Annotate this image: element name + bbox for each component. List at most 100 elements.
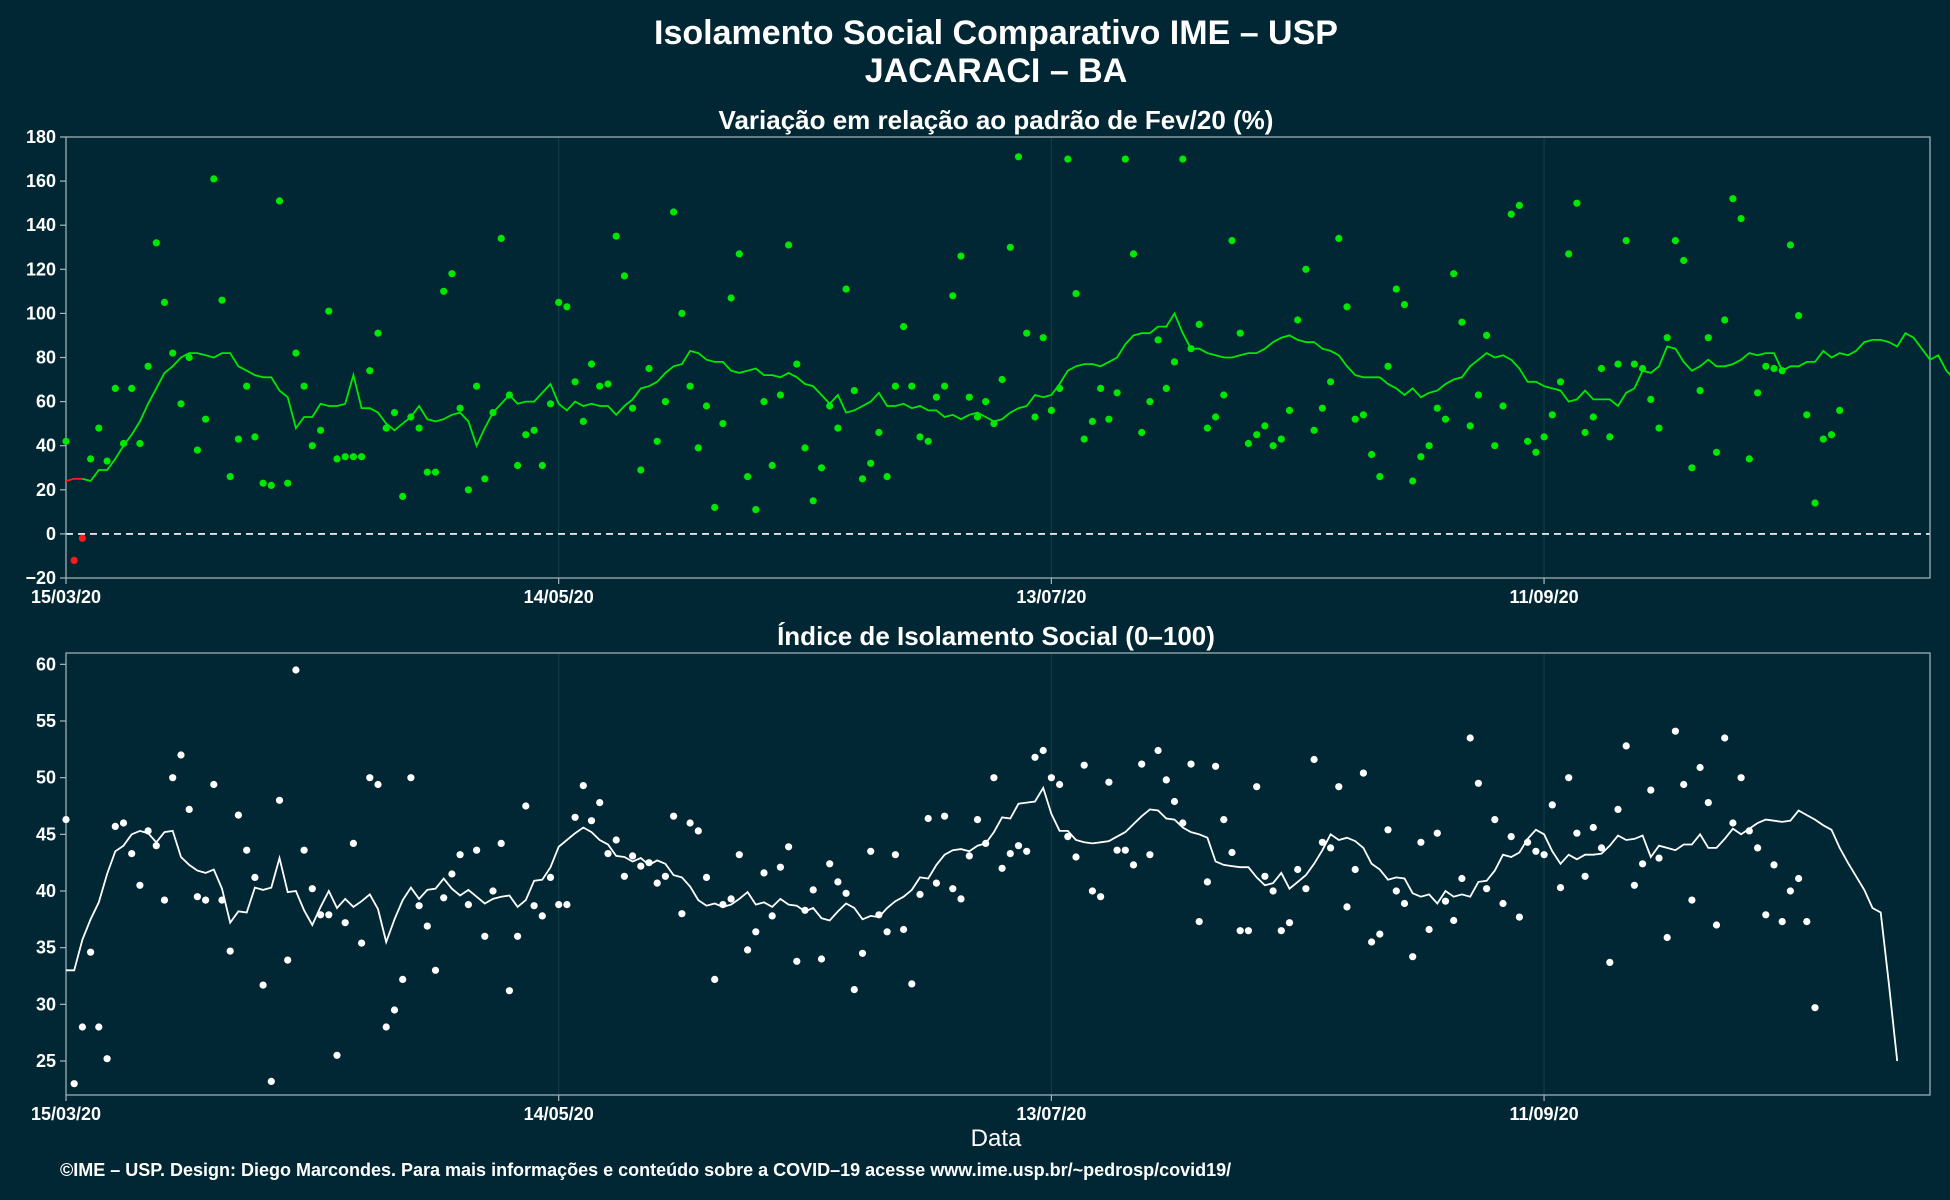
data-point	[1228, 848, 1236, 857]
data-point	[1622, 237, 1630, 245]
data-point	[670, 812, 678, 820]
data-point	[1417, 838, 1425, 846]
data-point	[1671, 237, 1679, 245]
data-point	[908, 382, 916, 390]
variation-panel: −20 0 20 40 60 80 100 120 140 160 180 15/03/20 14/05…	[25, 127, 1950, 607]
data-point	[128, 850, 136, 858]
data-point	[431, 966, 440, 974]
data-point	[1285, 919, 1294, 927]
data-point	[1047, 774, 1055, 782]
x-tick-label: 11/09/20	[1510, 1104, 1579, 1124]
data-point	[1811, 499, 1819, 507]
data-point	[1039, 746, 1047, 755]
data-point	[481, 475, 489, 483]
data-point	[1006, 243, 1014, 251]
data-point	[1105, 415, 1113, 423]
data-point	[497, 234, 505, 242]
data-point	[973, 816, 982, 824]
data-point	[949, 292, 957, 300]
data-point	[1688, 464, 1696, 472]
data-point	[785, 843, 793, 851]
data-point	[1351, 865, 1359, 874]
bottom-panel-title: Índice de Isolamento Social (0–100)	[777, 621, 1215, 651]
data-point	[1080, 761, 1088, 769]
moving-average-line	[82, 311, 1950, 483]
data-point	[87, 948, 95, 956]
data-point	[555, 901, 563, 909]
data-point	[1277, 927, 1285, 935]
data-point	[891, 382, 900, 390]
data-point	[284, 479, 292, 487]
data-point	[374, 780, 382, 789]
data-point	[1532, 448, 1540, 456]
data-point	[374, 329, 382, 337]
data-point	[752, 506, 760, 514]
data-point	[1458, 318, 1466, 326]
data-point	[867, 459, 875, 467]
data-point	[456, 851, 464, 859]
data-point	[744, 946, 752, 954]
data-point	[78, 534, 86, 542]
data-point	[596, 382, 604, 390]
data-point	[292, 349, 300, 357]
data-point	[858, 475, 867, 483]
data-point	[308, 885, 316, 893]
data-point	[473, 846, 481, 854]
data-point	[1318, 838, 1326, 846]
data-point	[850, 986, 858, 994]
data-point	[620, 872, 629, 880]
data-point	[1499, 899, 1507, 908]
data-point	[111, 822, 119, 831]
data-point	[768, 912, 776, 920]
data-point	[801, 444, 809, 452]
data-point	[103, 1055, 111, 1063]
data-point	[160, 896, 169, 904]
data-point	[1836, 406, 1844, 414]
data-point	[317, 426, 325, 434]
data-point	[160, 298, 169, 306]
data-point	[1540, 433, 1548, 441]
data-point	[1466, 422, 1474, 430]
data-point	[776, 391, 785, 399]
data-point	[522, 802, 530, 810]
data-point	[1532, 847, 1540, 855]
data-point	[226, 947, 234, 955]
data-point	[1302, 885, 1310, 893]
figure-title: Isolamento Social Comparativo IME – USP	[654, 14, 1338, 52]
data-point	[1663, 933, 1671, 942]
data-point	[1236, 927, 1244, 935]
data-point	[620, 272, 629, 280]
data-point	[965, 393, 973, 401]
plot-frame	[65, 652, 1931, 1096]
data-point	[259, 479, 267, 487]
data-point	[768, 461, 776, 470]
data-point	[1392, 285, 1400, 293]
data-point	[563, 303, 571, 311]
data-point	[1458, 874, 1466, 883]
data-point	[1129, 861, 1138, 869]
data-point	[1483, 331, 1491, 339]
data-point	[292, 666, 300, 674]
data-point	[103, 457, 111, 465]
data-point	[809, 886, 817, 894]
data-point	[1581, 872, 1589, 880]
data-point	[366, 367, 374, 375]
data-point	[448, 270, 456, 278]
data-point	[243, 382, 251, 390]
data-point	[563, 901, 571, 909]
data-point	[1088, 887, 1096, 895]
y-tick-label: 30	[36, 994, 56, 1014]
y-tick-label: 100	[26, 303, 56, 323]
data-point	[1154, 336, 1162, 344]
data-point	[883, 928, 891, 936]
data-point	[111, 384, 119, 392]
data-point	[1072, 290, 1080, 298]
data-point	[883, 473, 891, 481]
data-point	[1639, 860, 1647, 868]
data-point	[826, 402, 834, 410]
data-point	[1006, 850, 1014, 858]
data-point	[382, 1023, 390, 1031]
data-point	[1491, 442, 1499, 450]
data-point	[1261, 872, 1269, 880]
data-point	[1146, 398, 1154, 406]
